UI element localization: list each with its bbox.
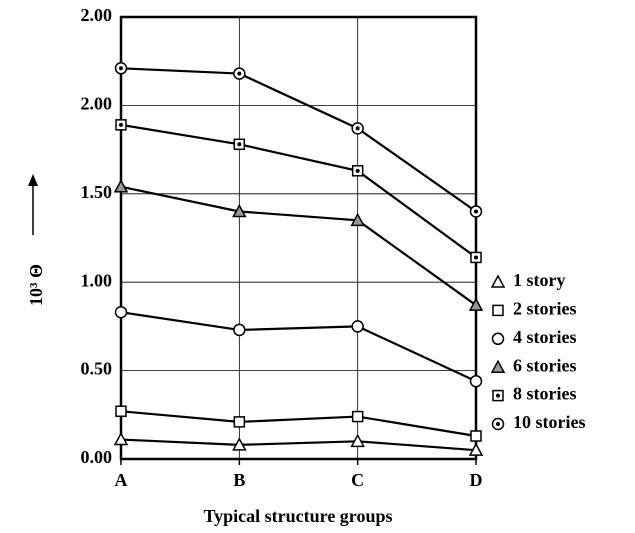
marker-shape	[350, 433, 365, 448]
series-line	[120, 185, 477, 307]
marker-shape	[232, 437, 247, 451]
x-tick-label: C	[351, 470, 364, 490]
plot-frame	[119, 15, 478, 461]
marker-dot	[119, 66, 123, 71]
legend-label: 10 stories	[513, 412, 585, 432]
marker	[233, 323, 246, 337]
marker-dot	[474, 255, 478, 260]
marker	[115, 119, 127, 131]
marker-shape	[491, 332, 505, 346]
marker	[113, 431, 129, 446]
legend-label: 2 stories	[513, 299, 576, 319]
y-tick-label: 1.50	[81, 182, 113, 202]
marker	[492, 304, 504, 317]
marker-shape	[468, 442, 484, 456]
marker	[350, 433, 365, 448]
marker	[113, 179, 129, 193]
marker	[115, 405, 127, 418]
marker-shape	[114, 306, 128, 319]
marker-shape	[490, 274, 506, 288]
y-tick-label: 0.50	[81, 359, 113, 379]
marker-dot	[474, 209, 478, 214]
series-line	[120, 311, 477, 383]
marker	[469, 205, 483, 218]
series-line	[120, 123, 477, 259]
marker	[468, 297, 484, 311]
marker	[351, 122, 364, 135]
y-tick-label: 0.00	[81, 447, 113, 467]
marker	[233, 138, 246, 151]
marker-dot	[119, 122, 123, 127]
marker-shape	[351, 320, 364, 333]
x-tick-label: B	[233, 470, 245, 490]
marker-dot	[355, 168, 360, 173]
x-axis-label: Typical structure groups	[203, 506, 392, 526]
marker	[233, 67, 246, 80]
marker-shape	[492, 304, 504, 317]
marker	[491, 332, 505, 346]
marker-shape	[490, 359, 506, 373]
legend-label: 4 stories	[513, 327, 576, 347]
marker-dot	[237, 142, 242, 147]
marker-dot	[355, 126, 360, 131]
marker-dot	[496, 422, 500, 426]
marker-shape	[470, 430, 482, 442]
x-tick-label: D	[470, 470, 483, 490]
legend-label: 6 stories	[513, 355, 576, 375]
marker-dot	[237, 71, 242, 76]
marker	[492, 389, 504, 402]
legend-label: 8 stories	[513, 384, 576, 404]
marker-shape	[350, 212, 365, 227]
marker-shape	[113, 431, 129, 446]
marker-shape	[232, 203, 247, 218]
marker-shape	[468, 297, 484, 311]
marker	[351, 320, 364, 333]
y-tick-label: 2.00	[81, 5, 113, 25]
series-line	[120, 438, 477, 452]
marker	[351, 410, 364, 423]
marker	[468, 442, 484, 456]
marker	[470, 430, 482, 442]
marker-shape	[351, 410, 364, 423]
marker	[232, 437, 247, 451]
series-line	[120, 410, 477, 438]
marker-shape	[233, 323, 246, 337]
y-arrow	[28, 174, 38, 235]
marker-shape	[233, 416, 246, 428]
marker	[351, 165, 364, 177]
marker-shape	[115, 405, 127, 418]
marker	[232, 203, 247, 218]
marker	[490, 359, 506, 373]
y-tick-label: 2.00	[81, 94, 113, 114]
marker	[469, 374, 483, 388]
x-tick-label: A	[115, 470, 128, 490]
marker-shape	[113, 179, 129, 193]
y-axis-label: 10³ Θ	[26, 264, 46, 306]
marker	[350, 212, 365, 227]
marker	[470, 251, 482, 264]
marker	[491, 417, 505, 431]
y-tick-label: 1.00	[81, 270, 113, 290]
series-line	[120, 67, 477, 213]
marker-shape	[469, 374, 483, 388]
marker-dot	[496, 393, 500, 398]
marker	[114, 306, 128, 319]
marker	[233, 416, 246, 428]
marker	[490, 274, 506, 288]
legend-label: 1 story	[513, 270, 566, 290]
marker	[114, 62, 128, 75]
